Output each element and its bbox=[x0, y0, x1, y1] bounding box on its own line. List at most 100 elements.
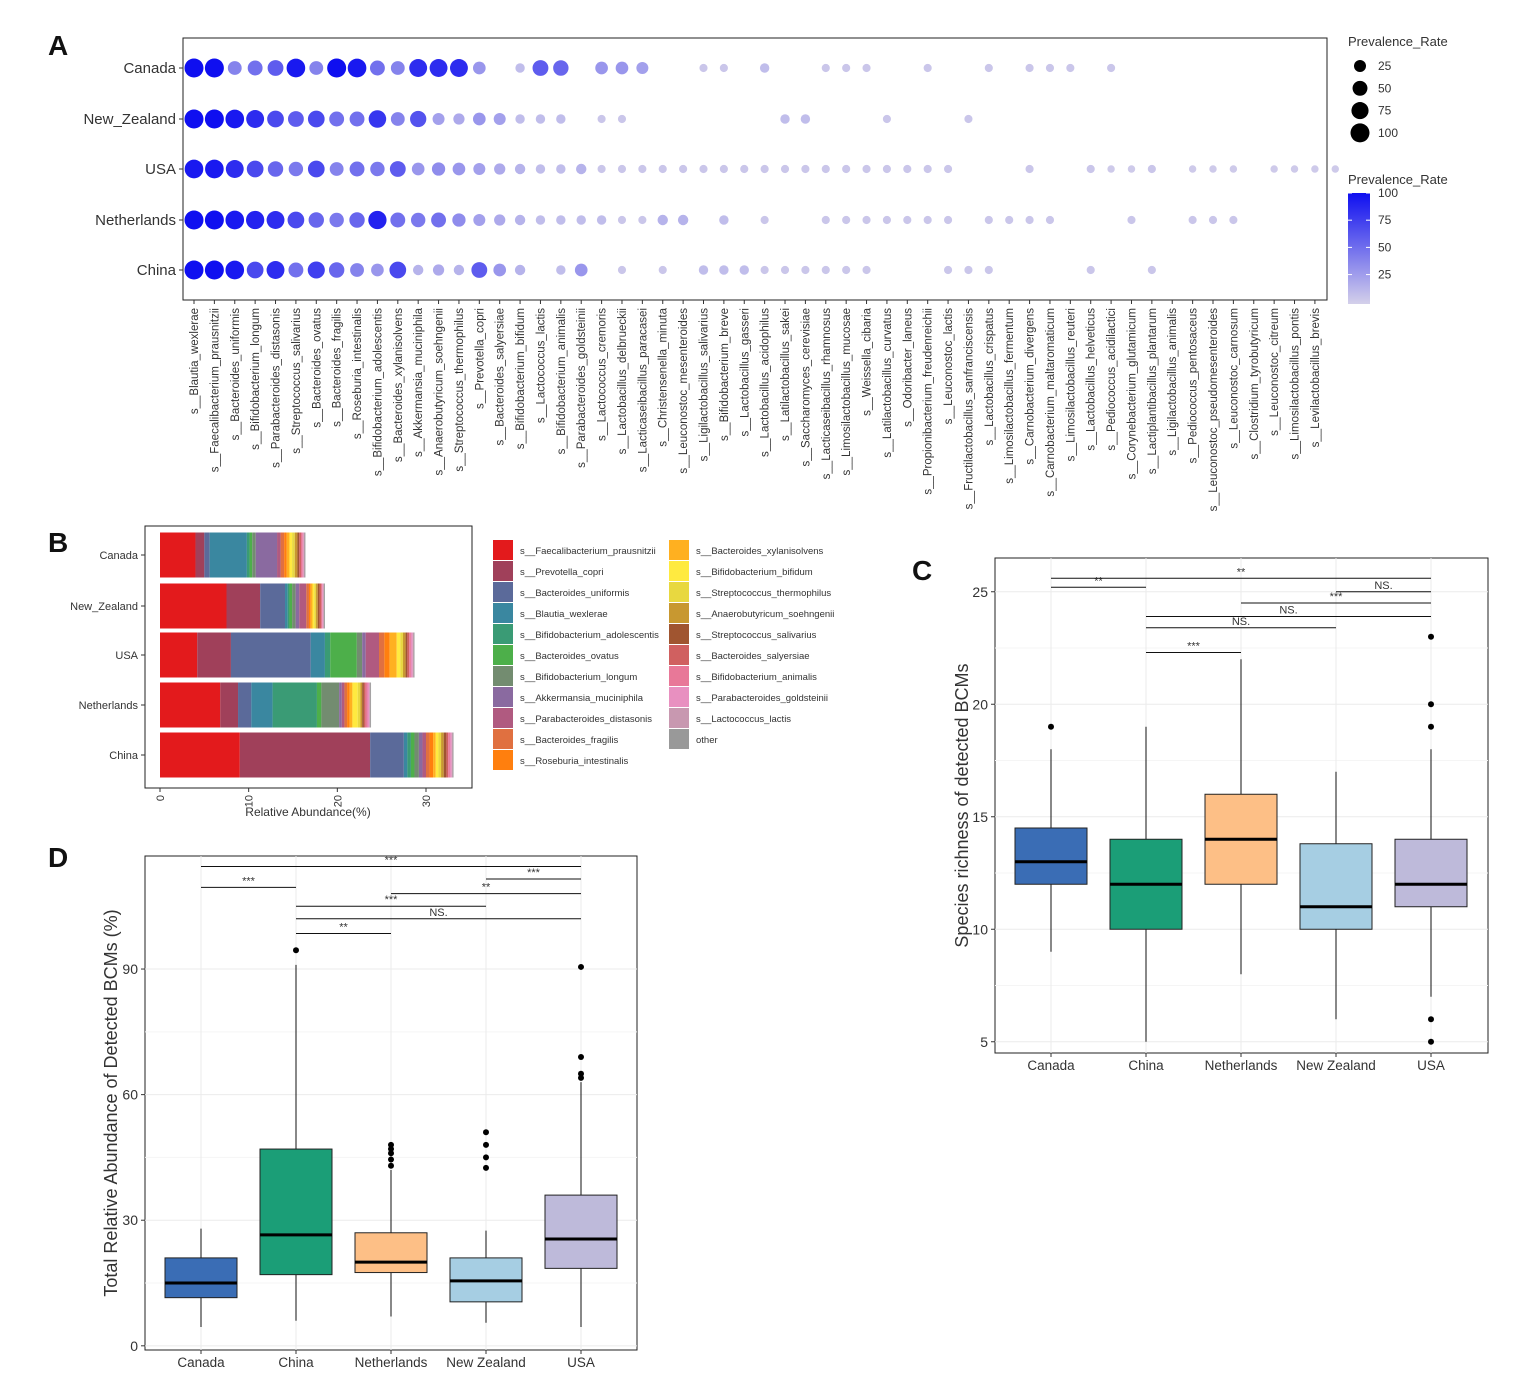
panel-b-bar-segment bbox=[297, 532, 300, 578]
panel-a-species-label: s__Lactobacillus_crispatus bbox=[984, 308, 996, 446]
panel-a-dot bbox=[288, 161, 304, 177]
panel-b-legend-label: s__Bifidobacterium_animalis bbox=[696, 672, 817, 683]
panel-a-species-label: s__Lacticaseibacillus_rhamnosus bbox=[821, 308, 833, 480]
panel-a-dot bbox=[759, 63, 770, 73]
panel-b-legend-swatch bbox=[669, 561, 689, 581]
size-legend-label: 100 bbox=[1378, 126, 1398, 140]
panel-a-dot bbox=[267, 60, 284, 76]
panel-a-dot bbox=[246, 160, 264, 178]
panel-b-legend-swatch bbox=[669, 603, 689, 623]
x-tick-label: Canada bbox=[177, 1355, 225, 1370]
panel-a-dot bbox=[349, 111, 365, 127]
box-outlier bbox=[1428, 633, 1434, 640]
y-tick-label: 30 bbox=[122, 1212, 138, 1228]
panel-b-x-tick-label: 30 bbox=[421, 795, 433, 807]
panel-b-bar-segment bbox=[255, 532, 278, 578]
panel-b-bar-segment bbox=[323, 583, 325, 629]
panel-a-dot bbox=[204, 260, 224, 280]
significance-label: *** bbox=[385, 894, 399, 906]
panel-a-dot bbox=[719, 164, 728, 174]
panel-a-dot bbox=[494, 214, 506, 226]
y-tick-label: 90 bbox=[122, 961, 138, 977]
panel-a-species-label: s__Blautia_wexlerae bbox=[189, 308, 201, 414]
panel-b-bar-segment bbox=[396, 632, 401, 678]
box-body bbox=[1299, 843, 1373, 930]
box-outlier bbox=[1048, 723, 1054, 730]
panel-a-dot bbox=[286, 58, 306, 78]
panel-a-dot bbox=[493, 113, 506, 125]
x-tick-label: Canada bbox=[1027, 1058, 1075, 1073]
panel-b-legend-swatch bbox=[669, 729, 689, 749]
panel-a-dot bbox=[225, 260, 245, 280]
panel-a-species-label: s__Lactococcus_lactis bbox=[535, 308, 547, 423]
panel-a-species-label: s__Ligilactobacillus_animalis bbox=[1167, 308, 1179, 456]
panel-b-legend-swatch bbox=[493, 666, 513, 686]
panel-b-bar-segment bbox=[405, 632, 408, 678]
x-tick-label: China bbox=[1128, 1058, 1164, 1073]
box-body bbox=[1014, 827, 1088, 885]
box-body bbox=[1394, 838, 1468, 908]
panel-b-bar-segment bbox=[433, 732, 436, 778]
panel-a-species-label: s__Christensenella_minuta bbox=[658, 307, 670, 446]
panel-b-category-label: Canada bbox=[99, 550, 138, 562]
panel-b-bar-segment bbox=[370, 682, 372, 728]
panel-a-species-label: s__Bacteroides_ovatus bbox=[311, 308, 323, 428]
panel-a-dot bbox=[412, 264, 424, 276]
panel-a-dot bbox=[699, 63, 708, 73]
panel-a-species-label: s__Bacteroides_uniformis bbox=[230, 308, 242, 441]
panel-label-a: A bbox=[48, 30, 68, 61]
x-tick-label: China bbox=[278, 1355, 314, 1370]
panel-a-species-label: s__Parabacteroides_goldsteinii bbox=[576, 308, 588, 468]
panel-b-bar-segment bbox=[160, 532, 196, 578]
panel-a-dot bbox=[432, 264, 445, 276]
significance-label: NS. bbox=[429, 907, 447, 919]
panel-a-dot bbox=[204, 210, 224, 230]
panel-a-dot bbox=[452, 213, 466, 227]
panel-a-species-label: s__Odoribacter_laneus bbox=[902, 308, 914, 427]
panel-b-bar-segment bbox=[289, 583, 293, 629]
panel-a-dot bbox=[821, 63, 830, 73]
panel-a-dot bbox=[514, 214, 526, 226]
panel-b-legend-label: s__Bacteroides_uniformis bbox=[520, 588, 630, 599]
panel-b-x-tick-label: 20 bbox=[332, 795, 344, 807]
panel-a-species-label: s__Limosilactobacillus_reuteri bbox=[1065, 308, 1077, 461]
panel-c-chart-y-axis-title: Species richness of detected BCMs bbox=[952, 663, 972, 947]
box-outlier bbox=[1428, 701, 1434, 708]
panel-a-dot bbox=[184, 58, 204, 78]
panel-a-dot bbox=[1208, 215, 1218, 225]
panel-b-legend-label: s__Bacteroides_salyersiae bbox=[696, 651, 810, 662]
panel-b-category-label: New_Zealand bbox=[70, 601, 138, 613]
panel-a-dot bbox=[553, 60, 569, 76]
panel-a-dot bbox=[472, 112, 486, 126]
panel-a-dot bbox=[842, 63, 851, 73]
panel-b-bar-segment bbox=[249, 532, 253, 578]
panel-a-dot bbox=[943, 215, 953, 225]
panel-a-dot bbox=[780, 164, 790, 174]
panel-b-bar-segment bbox=[292, 532, 295, 578]
significance-label: *** bbox=[385, 854, 399, 866]
color-legend-bar bbox=[1348, 193, 1370, 304]
panel-a-dot bbox=[903, 164, 912, 174]
panel-a-dot bbox=[658, 164, 667, 174]
panel-b-bar-segment bbox=[289, 532, 293, 578]
panel-b-bar-segment bbox=[300, 532, 303, 578]
panel-b-bar-segment bbox=[403, 732, 408, 778]
size-legend-label: 75 bbox=[1378, 104, 1392, 118]
panel-b-bar-segment bbox=[402, 632, 406, 678]
panel-b-bar-segment bbox=[400, 632, 403, 678]
panel-a-dot bbox=[800, 114, 811, 124]
panel-a-dot bbox=[984, 215, 993, 225]
panel-a-species-label: s__Lactobacillus_helveticus bbox=[1086, 308, 1098, 451]
panel-a-dot bbox=[371, 263, 384, 277]
panel-a-dot bbox=[862, 265, 871, 275]
panel-a-dot bbox=[842, 215, 851, 225]
box-outlier bbox=[578, 1070, 584, 1077]
box-outlier bbox=[388, 1146, 394, 1153]
panel-a-species-label: s__Pediococcus_acidilactici bbox=[1106, 308, 1118, 451]
panel-a-dot bbox=[389, 161, 406, 177]
panel-a-dot bbox=[760, 215, 769, 225]
panel-a-dot bbox=[473, 163, 486, 175]
panel-a-dot bbox=[449, 59, 468, 77]
panel-b-bar-segment bbox=[316, 682, 322, 728]
panel-b-bar-segment bbox=[238, 682, 252, 728]
